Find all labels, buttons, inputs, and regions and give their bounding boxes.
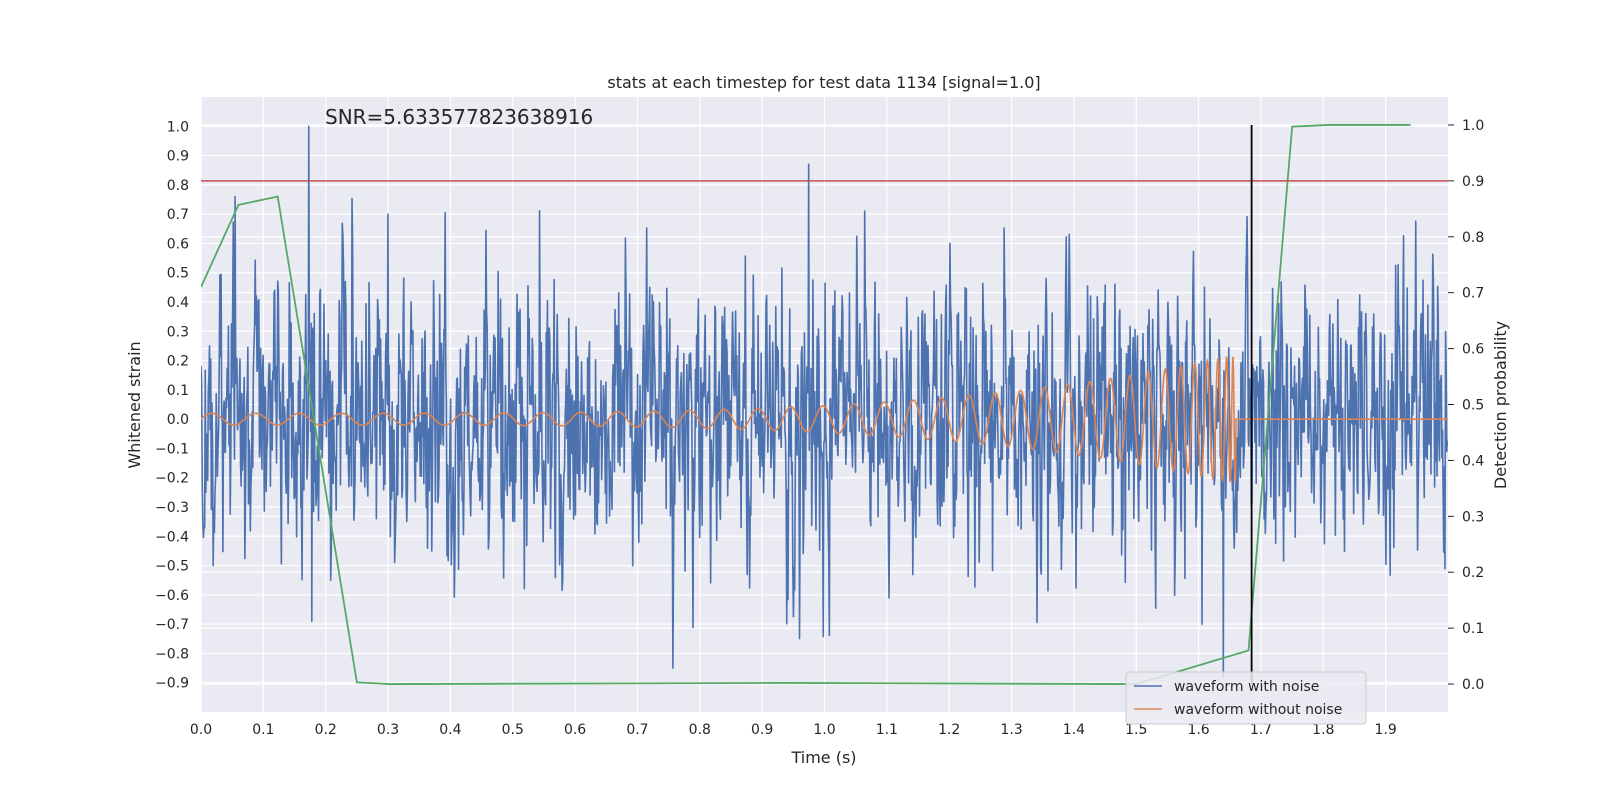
y-tick-0.8: 0.8 [167, 178, 189, 194]
legend-label-clean: waveform without noise [1174, 702, 1342, 718]
y-right-tick-0.5: 0.5 [1462, 398, 1484, 414]
probability-line [201, 124, 1411, 685]
y-tick-−0.4: −0.4 [155, 529, 189, 545]
y-right-tick-0.1: 0.1 [1462, 621, 1484, 637]
y-tick-0.5: 0.5 [167, 266, 189, 282]
y-right-tick-0.8: 0.8 [1462, 230, 1484, 246]
y-tick-0.3: 0.3 [167, 324, 189, 340]
x-tick-1.3: 1.3 [1000, 722, 1022, 738]
y-right-tick-1.0: 1.0 [1462, 118, 1484, 134]
y-tick-−0.9: −0.9 [155, 676, 189, 692]
x-tick-1.5: 1.5 [1125, 722, 1147, 738]
y-tick-−0.3: −0.3 [155, 500, 189, 516]
x-tick-0.6: 0.6 [564, 722, 586, 738]
y-tick-0.0: 0.0 [167, 412, 189, 428]
y-tick-−0.5: −0.5 [155, 559, 189, 575]
y-right-tick-0.0: 0.0 [1462, 677, 1484, 693]
y-tick-−0.7: −0.7 [155, 617, 189, 633]
x-tick-1.1: 1.1 [876, 722, 898, 738]
x-tick-1.9: 1.9 [1375, 722, 1397, 738]
y-tick-−0.6: −0.6 [155, 588, 189, 604]
x-axis-label: Time (s) [790, 748, 856, 767]
x-tick-1.7: 1.7 [1250, 722, 1272, 738]
y-right-tick-0.3: 0.3 [1462, 509, 1484, 525]
y-right-tick-0.2: 0.2 [1462, 565, 1484, 581]
y-right-tick-0.7: 0.7 [1462, 286, 1484, 302]
noise-line [201, 125, 1448, 678]
y-tick-0.1: 0.1 [167, 383, 189, 399]
x-tick-1.0: 1.0 [813, 722, 835, 738]
y-tick-0.2: 0.2 [167, 354, 189, 370]
y-axis-label: Whitened strain [125, 341, 144, 468]
legend-label-noise: waveform with noise [1174, 679, 1319, 695]
x-tick-0.5: 0.5 [502, 722, 524, 738]
y-right-axis-label: Detection probability [1491, 321, 1510, 489]
series-waveform-without-noise [201, 355, 1448, 484]
x-tick-0.8: 0.8 [689, 722, 711, 738]
x-tick-labels: 0.0 0.1 0.2 0.3 0.4 0.5 0.6 0.7 0.8 0.9 1.0 1.1 1.2 1… [190, 722, 1397, 738]
chirp-line [201, 355, 1448, 484]
y-tick-1.0: 1.0 [167, 119, 189, 135]
y-right-tick-labels: 1.0 0.9 0.8 0.7 0.6 0.5 0.4 0.3 0.2 0.1 0.0 [1448, 118, 1484, 693]
x-tick-0.2: 0.2 [315, 722, 337, 738]
snr-annotation: SNR=5.633577823638916 [325, 105, 593, 129]
x-tick-1.2: 1.2 [938, 722, 960, 738]
x-tick-0.0: 0.0 [190, 722, 212, 738]
x-tick-0.9: 0.9 [751, 722, 773, 738]
series-detection-probability [201, 124, 1411, 685]
y-right-tick-0.6: 0.6 [1462, 342, 1484, 358]
legend: waveform with noise waveform without noi… [1125, 671, 1367, 725]
chart-title: stats at each timestep for test data 113… [607, 73, 1040, 92]
y-tick-−0.1: −0.1 [155, 441, 189, 457]
y-tick-0.9: 0.9 [167, 149, 189, 165]
y-right-tick-0.4: 0.4 [1462, 453, 1484, 469]
series-waveform-with-noise [201, 125, 1448, 678]
y-right-tick-0.9: 0.9 [1462, 174, 1484, 190]
y-tick-0.6: 0.6 [167, 236, 189, 252]
y-tick-labels: 1.0 0.9 0.8 0.7 0.6 0.5 0.4 0.3 0.2 0.1 0.0 −0.1 −0.… [155, 119, 189, 691]
legend-box [1125, 671, 1367, 725]
x-tick-0.7: 0.7 [626, 722, 648, 738]
x-tick-0.4: 0.4 [439, 722, 461, 738]
x-tick-1.8: 1.8 [1312, 722, 1334, 738]
x-tick-0.1: 0.1 [252, 722, 274, 738]
x-tick-0.3: 0.3 [377, 722, 399, 738]
x-tick-1.4: 1.4 [1063, 722, 1085, 738]
x-tick-1.6: 1.6 [1187, 722, 1209, 738]
y-tick-0.7: 0.7 [167, 207, 189, 223]
y-tick-0.4: 0.4 [167, 295, 189, 311]
y-tick-−0.8: −0.8 [155, 646, 189, 662]
y-tick-−0.2: −0.2 [155, 471, 189, 487]
